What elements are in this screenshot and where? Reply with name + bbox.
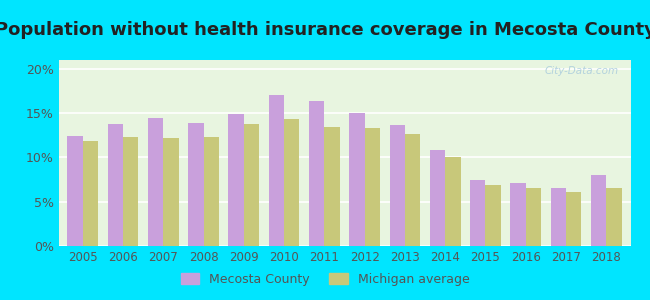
Bar xyxy=(244,124,259,246)
Bar xyxy=(526,188,541,246)
Bar xyxy=(229,114,244,246)
Text: Population without health insurance coverage in Mecosta County: Population without health insurance cove… xyxy=(0,21,650,39)
Text: City-Data.com: City-Data.com xyxy=(545,66,619,76)
Bar xyxy=(551,188,566,246)
Bar xyxy=(148,118,163,246)
Bar xyxy=(365,128,380,246)
Bar xyxy=(470,181,486,246)
Bar xyxy=(591,175,606,246)
Bar xyxy=(566,192,581,246)
Legend: Mecosta County, Michigan average: Mecosta County, Michigan average xyxy=(176,268,474,291)
Bar xyxy=(510,183,526,246)
Bar xyxy=(203,137,219,246)
Bar xyxy=(163,138,179,246)
Bar xyxy=(108,124,123,246)
Bar xyxy=(268,95,284,246)
Bar xyxy=(445,157,460,246)
Bar xyxy=(83,142,98,246)
Bar xyxy=(606,188,621,246)
Bar xyxy=(188,123,203,246)
Bar xyxy=(430,150,445,246)
Bar xyxy=(284,119,300,246)
Bar xyxy=(405,134,421,246)
Bar xyxy=(486,185,500,246)
Bar xyxy=(389,125,405,246)
Bar xyxy=(123,137,138,246)
Bar xyxy=(349,113,365,246)
Bar xyxy=(309,101,324,246)
Bar xyxy=(68,136,83,246)
Bar xyxy=(324,127,340,246)
